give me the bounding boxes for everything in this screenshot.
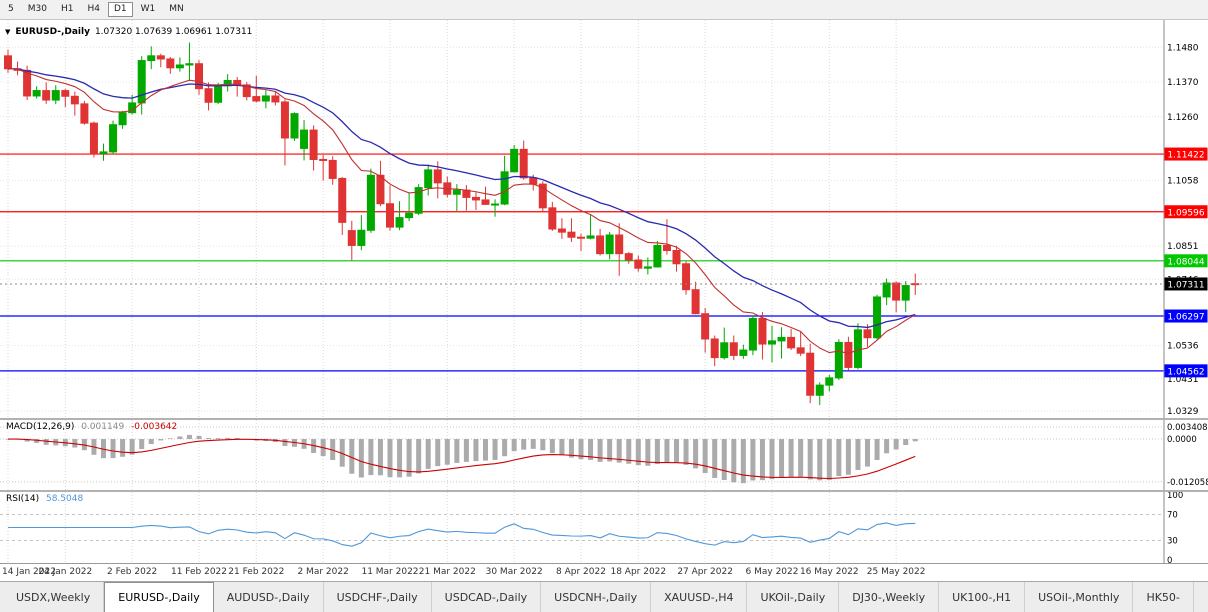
splitter-main-macd[interactable] (0, 418, 1208, 420)
chart-tab-eurusd-daily[interactable]: EURUSD-,Daily (104, 582, 214, 612)
chart-title: ▼ EURUSD-,Daily 1.07320 1.07639 1.06961 … (5, 27, 252, 37)
timeframe-toolbar: 5 M30 H1 H4 D1 W1 MN (0, 0, 1208, 20)
svg-text:0.003408: 0.003408 (1167, 423, 1208, 433)
horizontal-lines-layer (0, 153, 1164, 372)
date-tick-label: 24 Jan 2022 (38, 567, 93, 577)
svg-text:1.11422: 1.11422 (1167, 151, 1204, 161)
date-tick-label: 11 Mar 2022 (361, 567, 419, 577)
svg-text:1.06297: 1.06297 (1167, 313, 1204, 323)
timeframe-button-5[interactable]: 5 (8, 4, 14, 14)
chart-tab-dj30-weekly[interactable]: DJ30-,Weekly (839, 582, 940, 612)
date-tick-label: 21 Feb 2022 (228, 567, 285, 577)
date-tick-label: 25 May 2022 (866, 567, 926, 577)
svg-text:70: 70 (1167, 511, 1178, 521)
splitter-macd-rsi[interactable] (0, 490, 1208, 492)
price-chart-svg: 1.14801.13701.12601.10581.08511.07461.05… (0, 20, 1208, 418)
macd-label: MACD(12,26,9) (6, 422, 75, 432)
timeframe-button-M30[interactable]: M30 (27, 4, 47, 14)
timeframe-button-H4[interactable]: H4 (87, 4, 100, 14)
date-tick-label: 2 Feb 2022 (106, 567, 158, 577)
rsi-value: 58.5048 (45, 494, 84, 504)
date-axis[interactable]: 14 Jan 2022 24 Jan 2022 2 Feb 2022 11 Feb 2… (0, 563, 1208, 582)
price-scale[interactable] (1165, 20, 1208, 563)
chart-tab-ukoil-daily[interactable]: UKOil-,Daily (747, 582, 840, 612)
candles-layer (4, 42, 920, 406)
rsi-line (8, 522, 916, 547)
chart-tab-hk50[interactable]: HK50- (1133, 582, 1194, 612)
macd-panel[interactable]: 0.003408 0.0000 -0.012058 MACD(12,26,9) 0.… (0, 420, 1208, 490)
timeframe-button-H1[interactable]: H1 (60, 4, 74, 14)
chart-tab-xauusd-h4[interactable]: XAUUSD-,H4 (651, 582, 748, 612)
svg-text:100: 100 (1167, 492, 1183, 501)
chart-dropdown-icon[interactable]: ▼ (5, 27, 11, 36)
chart-symbol-label: EURUSD-,Daily (15, 27, 90, 37)
chart-tab-usdchf-daily[interactable]: USDCHF-,Daily (324, 582, 432, 612)
current-price-label (1164, 277, 1208, 291)
date-tick-label: 27 Apr 2022 (677, 567, 733, 577)
svg-text:1.09596: 1.09596 (1167, 208, 1204, 218)
grid-layer (0, 20, 1164, 418)
svg-text:0: 0 (1167, 556, 1172, 563)
date-tick-label: 21 Mar 2022 (418, 567, 476, 577)
svg-text:1.1260: 1.1260 (1167, 113, 1199, 123)
chart-tab-bar: USDX,Weekly EURUSD-,Daily AUDUSD-,Daily USD… (0, 581, 1208, 612)
svg-text:0.0000: 0.0000 (1167, 435, 1197, 445)
chart-tab-uk100-h1[interactable]: UK100-,H1 (939, 582, 1026, 612)
date-tick-label: 30 Mar 2022 (485, 567, 543, 577)
date-tick-label: 18 Apr 2022 (610, 567, 667, 577)
svg-text:1.1058: 1.1058 (1167, 177, 1199, 187)
chart-tab-usdcnh-daily[interactable]: USDCNH-,Daily (541, 582, 652, 612)
macd-main-value: 0.001149 (81, 422, 125, 432)
svg-text:1.04562: 1.04562 (1167, 367, 1204, 377)
chart-tab-audusd-daily[interactable]: AUDUSD-,Daily (214, 582, 324, 612)
svg-text:1.0431: 1.0431 (1167, 375, 1199, 385)
chart-tab-usdcad-daily[interactable]: USDCAD-,Daily (432, 582, 542, 612)
rsi-svg: 100 70 30 0 (0, 492, 1183, 563)
svg-text:1.08044: 1.08044 (1167, 257, 1204, 267)
svg-text:1.0329: 1.0329 (1167, 407, 1199, 417)
rsi-header: RSI(14) 58.5048 (6, 494, 83, 504)
date-tick-label: 8 Apr 2022 (556, 567, 606, 577)
date-tick-label: 11 Feb 2022 (170, 567, 227, 577)
macd-header: MACD(12,26,9) 0.001149 -0.003642 (6, 422, 177, 432)
macd-signal-value: -0.003642 (131, 422, 178, 432)
chart-ohlc-values: 1.07320 1.07639 1.06961 1.07311 (94, 27, 253, 37)
svg-text:30: 30 (1167, 537, 1178, 547)
price-chart-panel[interactable]: 1.14801.13701.12601.10581.08511.07461.05… (0, 20, 1208, 418)
timeframe-button-W1[interactable]: W1 (140, 4, 156, 14)
svg-text:1.1370: 1.1370 (1167, 78, 1199, 88)
rsi-label: RSI(14) (6, 494, 40, 504)
timeframe-button-D1[interactable]: D1 (107, 2, 133, 17)
date-tick-label: 14 Jan 2022 (2, 567, 56, 577)
price-axis-labels: 1.14801.13701.12601.10581.08511.07461.05… (1164, 43, 1208, 417)
macd-signal-line (7, 438, 916, 480)
svg-text:1.1480: 1.1480 (1167, 43, 1199, 53)
svg-text:1.07311: 1.07311 (1167, 280, 1204, 290)
chart-tab-usoil-monthly[interactable]: USOil-,Monthly (1025, 582, 1134, 612)
date-tick-label: 2 Mar 2022 (297, 567, 349, 577)
date-tick-label: 16 May 2022 (799, 567, 859, 577)
date-tick-label: 6 May 2022 (745, 567, 799, 577)
rsi-panel[interactable]: 100 70 30 0 RSI(14) 58.5048 (0, 492, 1208, 563)
svg-text:1.0851: 1.0851 (1167, 242, 1199, 252)
macd-svg: 0.003408 0.0000 -0.012058 (0, 420, 1208, 490)
timeframe-button-MN[interactable]: MN (169, 4, 184, 14)
svg-text:1.0536: 1.0536 (1167, 342, 1199, 352)
macd-histogram (5, 434, 918, 484)
chart-tab-usdx-weekly[interactable]: USDX,Weekly (3, 582, 105, 612)
ma-fast-line (7, 68, 916, 355)
ma-slow-line (7, 68, 916, 329)
svg-text:-0.012058: -0.012058 (1167, 478, 1208, 488)
